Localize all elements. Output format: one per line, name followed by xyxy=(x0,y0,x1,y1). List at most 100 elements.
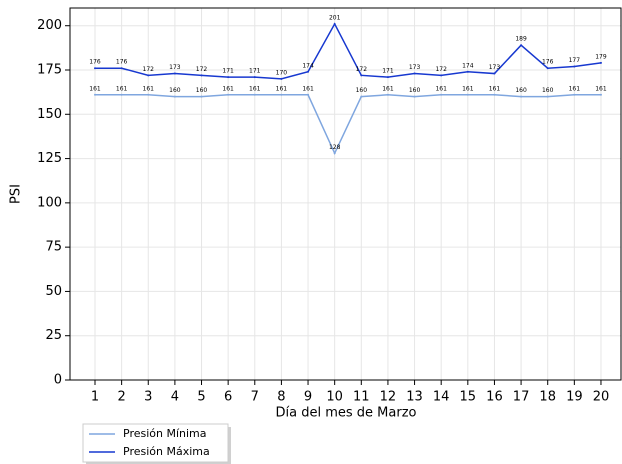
value-label: 174 xyxy=(302,62,314,69)
value-label: 161 xyxy=(143,85,155,92)
y-tick-label: 100 xyxy=(37,195,62,210)
value-label: 171 xyxy=(222,68,234,75)
value-label: 161 xyxy=(382,85,394,92)
x-tick-label: 5 xyxy=(197,390,205,405)
plot-frame xyxy=(69,7,622,381)
x-axis-label: Día del mes de Marzo xyxy=(276,406,417,421)
value-label: 161 xyxy=(302,85,314,92)
value-label: 176 xyxy=(89,59,101,66)
value-label: 173 xyxy=(169,64,181,71)
point xyxy=(120,93,123,96)
x-tick-label: 6 xyxy=(224,390,232,405)
x-tick-label: 14 xyxy=(433,390,450,405)
x-tick-label: 4 xyxy=(171,390,179,405)
line-series xyxy=(95,22,602,80)
value-label: 179 xyxy=(595,53,607,60)
point xyxy=(546,95,549,98)
x-tick-label: 15 xyxy=(460,390,477,405)
point xyxy=(280,93,283,96)
x-tick-label: 3 xyxy=(144,390,152,405)
y-tick-label: 0 xyxy=(54,373,62,388)
point xyxy=(493,93,496,96)
value-label: 171 xyxy=(249,68,261,75)
value-label: 160 xyxy=(515,87,527,94)
value-label: 173 xyxy=(409,64,421,71)
point xyxy=(200,74,203,77)
point xyxy=(94,67,96,70)
point xyxy=(573,93,576,96)
x-tick-label: 16 xyxy=(486,390,503,405)
value-label: 161 xyxy=(222,85,234,92)
point xyxy=(413,95,416,98)
point xyxy=(147,93,150,96)
value-label: 161 xyxy=(462,85,474,92)
value-label: 161 xyxy=(249,85,261,92)
x-tick-label: 1 xyxy=(91,390,99,405)
value-label: 161 xyxy=(276,85,288,92)
point xyxy=(253,76,256,79)
value-label: 201 xyxy=(329,14,341,21)
point xyxy=(493,72,496,75)
value-label: 160 xyxy=(409,87,421,94)
value-label: 189 xyxy=(515,36,527,43)
point xyxy=(227,76,230,79)
y-tick-label: 50 xyxy=(45,284,62,299)
line-series xyxy=(95,94,601,156)
value-label: 177 xyxy=(569,57,581,64)
y-tick-label: 150 xyxy=(37,107,62,122)
value-label: 160 xyxy=(196,87,208,94)
point xyxy=(120,67,123,70)
value-label: 161 xyxy=(116,85,128,92)
value-label: 172 xyxy=(196,66,208,73)
point xyxy=(599,61,602,64)
point xyxy=(520,95,523,98)
y-axis-label: PSI xyxy=(9,184,24,204)
y-tick-label: 175 xyxy=(37,63,62,78)
x-tick-label: 9 xyxy=(304,390,312,405)
point xyxy=(599,93,602,96)
value-label: 171 xyxy=(382,68,394,75)
value-label: 176 xyxy=(116,59,128,66)
point xyxy=(147,74,150,77)
point xyxy=(466,93,469,96)
value-label: 172 xyxy=(435,66,447,73)
point xyxy=(360,95,363,98)
value-label: 172 xyxy=(143,66,155,73)
value-label: 161 xyxy=(489,85,501,92)
x-tick-label: 12 xyxy=(380,390,397,405)
point xyxy=(307,70,310,73)
value-label: 128 xyxy=(329,144,341,151)
value-label: 161 xyxy=(595,85,607,92)
point xyxy=(386,93,389,96)
x-tick-label: 10 xyxy=(326,390,343,405)
x-tick-label: 13 xyxy=(406,390,423,405)
point xyxy=(280,77,283,80)
point xyxy=(466,70,469,73)
legend-box xyxy=(82,423,229,463)
y-tick-label: 75 xyxy=(45,240,62,255)
point xyxy=(413,72,416,75)
x-tick-label: 20 xyxy=(593,390,610,405)
point xyxy=(360,74,363,77)
value-label: 160 xyxy=(169,87,181,94)
point xyxy=(546,67,549,70)
point xyxy=(440,93,443,96)
value-label: 161 xyxy=(89,85,101,92)
legend-label: Presión Mínima xyxy=(123,427,207,440)
point xyxy=(307,93,310,96)
x-tick-label: 18 xyxy=(539,390,556,405)
value-label: 176 xyxy=(542,59,554,66)
value-label: 172 xyxy=(356,66,368,73)
value-label: 174 xyxy=(462,62,474,69)
point xyxy=(173,72,176,75)
point xyxy=(333,22,336,25)
x-tick-label: 2 xyxy=(117,390,125,405)
point xyxy=(200,95,203,98)
value-label: 170 xyxy=(276,69,288,76)
point xyxy=(253,93,256,96)
value-label: 173 xyxy=(489,64,501,71)
y-tick-label: 200 xyxy=(37,18,62,33)
point xyxy=(440,74,443,77)
x-tick-label: 17 xyxy=(513,390,530,405)
